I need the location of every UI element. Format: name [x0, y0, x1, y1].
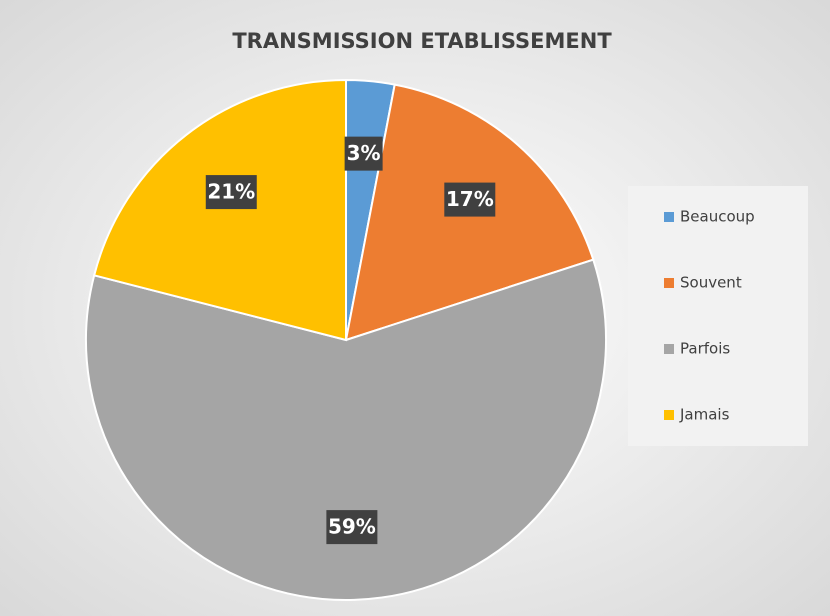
data-label-box	[444, 182, 496, 217]
data-label-box	[205, 175, 257, 210]
data-label-box	[326, 510, 378, 545]
legend-swatch	[664, 344, 674, 354]
legend-label: Souvent	[680, 274, 742, 292]
chart-title: TRANSMISSION ETABLISSEMENT	[232, 29, 612, 53]
legend-swatch	[664, 278, 674, 288]
data-label: 3%	[347, 141, 381, 165]
legend-label: Beaucoup	[680, 208, 755, 226]
legend-box	[628, 186, 808, 446]
legend-swatch	[664, 212, 674, 222]
pie-slice	[85, 258, 607, 601]
data-label-box	[344, 136, 383, 171]
legend-label: Parfois	[680, 340, 730, 358]
data-label: 59%	[328, 515, 376, 539]
data-label: 17%	[446, 187, 494, 211]
legend-label: Jamais	[679, 406, 730, 424]
legend-swatch	[664, 410, 674, 420]
pie-slice	[92, 78, 347, 342]
data-label: 21%	[207, 180, 255, 204]
